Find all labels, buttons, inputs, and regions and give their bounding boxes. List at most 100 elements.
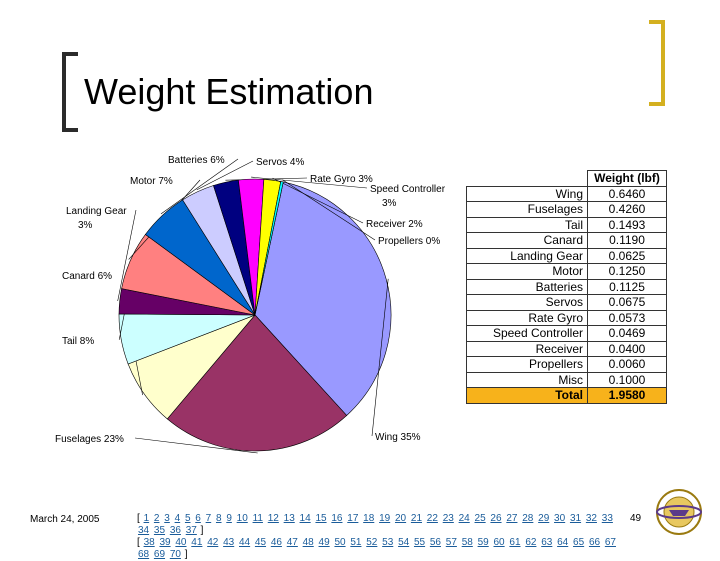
slide-link-7[interactable]: 7: [205, 513, 212, 524]
pie-leader-line: [371, 278, 389, 437]
slide-link-46[interactable]: 46: [270, 537, 282, 548]
slide-link-56[interactable]: 56: [429, 537, 441, 548]
slide-link-49[interactable]: 49: [318, 537, 330, 548]
slide-link-21[interactable]: 21: [410, 513, 423, 524]
slide-link-16[interactable]: 16: [331, 513, 343, 524]
slide-link-23[interactable]: 23: [442, 513, 454, 524]
component-weight: 0.0573: [587, 309, 667, 326]
slide-link-51[interactable]: 51: [350, 537, 362, 548]
table-row: Landing Gear 0.0625: [466, 247, 667, 264]
slide-link-39[interactable]: 39: [159, 537, 171, 548]
pie-label: Fuselages 23%: [55, 434, 124, 445]
slide-link-14[interactable]: 14: [299, 513, 311, 524]
slide-link-4[interactable]: 4: [174, 513, 181, 524]
slide-link-58[interactable]: 58: [461, 537, 473, 548]
pie-label: Receiver 2%: [366, 219, 423, 230]
slide-link-70[interactable]: 70: [169, 549, 181, 560]
slide-link-43[interactable]: 43: [223, 537, 235, 548]
slide-link-26[interactable]: 26: [490, 513, 502, 524]
slide-link-55[interactable]: 55: [413, 537, 426, 548]
slide-link-48[interactable]: 48: [302, 537, 314, 548]
slide-link-61[interactable]: 61: [509, 537, 521, 548]
slide-link-24[interactable]: 24: [458, 513, 470, 524]
slide-link-59[interactable]: 59: [477, 537, 489, 548]
slide-link-10[interactable]: 10: [236, 513, 248, 524]
component-name: Landing Gear: [466, 247, 588, 264]
slide-link-67[interactable]: 67: [604, 537, 616, 548]
slide-link-52[interactable]: 52: [366, 537, 378, 548]
slide-link-40[interactable]: 40: [175, 537, 187, 548]
slide-link-6[interactable]: 6: [195, 513, 201, 524]
slide-link-35[interactable]: 35: [153, 525, 166, 536]
slide-link-60[interactable]: 60: [493, 537, 505, 548]
slide-link-62[interactable]: 62: [525, 537, 537, 548]
university-seal-icon: [656, 489, 702, 535]
slide-link-3[interactable]: 3: [164, 513, 170, 524]
slide-link-38[interactable]: 38: [143, 537, 155, 548]
pie-label: Motor 7%: [130, 176, 173, 187]
slide-link-31[interactable]: 31: [569, 513, 582, 524]
pie-chart: Wing 35% Fuselages 23% Tail 8% Canard 6% Lan…: [55, 155, 446, 454]
slide-link-64[interactable]: 64: [557, 537, 569, 548]
slide-link-47[interactable]: 47: [286, 537, 298, 548]
slide-link-22[interactable]: 22: [426, 513, 438, 524]
pie-slice-wing: [254, 181, 392, 416]
slide-link-44[interactable]: 44: [239, 537, 251, 548]
component-name: Misc: [466, 371, 588, 388]
pie-label: Canard 6%: [62, 271, 112, 282]
table-header-row: Weight (lbf): [467, 170, 667, 187]
page-number: 49: [630, 513, 642, 524]
slide-link-66[interactable]: 66: [588, 537, 601, 548]
slide-link-13[interactable]: 13: [283, 513, 295, 524]
slide-link-53[interactable]: 53: [382, 537, 394, 548]
component-name: Wing: [466, 185, 588, 202]
slide-link-57[interactable]: 57: [445, 537, 457, 548]
pie-leader-line: [196, 160, 254, 191]
slide-link-2[interactable]: 2: [153, 513, 160, 524]
slide-link-30[interactable]: 30: [554, 513, 566, 524]
slide-link-15[interactable]: 15: [315, 513, 327, 524]
slide-link-17[interactable]: 17: [347, 513, 359, 524]
slide-link-32[interactable]: 32: [585, 513, 597, 524]
component-name: Propellers: [466, 356, 588, 373]
component-name: Tail: [466, 216, 588, 233]
component-weight: 0.4260: [587, 201, 667, 218]
component-weight: 0.1000: [587, 371, 667, 388]
slide-link-42[interactable]: 42: [207, 537, 219, 548]
slide-link-1[interactable]: 1: [143, 513, 150, 524]
table-row: Canard 0.1190: [466, 232, 667, 249]
slide-link-11[interactable]: 11: [252, 513, 263, 524]
slide-link-8[interactable]: 8: [215, 513, 222, 524]
slide-link-37[interactable]: 37: [185, 525, 197, 536]
slide-link-50[interactable]: 50: [334, 537, 346, 548]
slide-link-68[interactable]: 68: [138, 549, 150, 560]
slide-link-54[interactable]: 54: [398, 537, 410, 548]
slide-link-19[interactable]: 19: [379, 513, 391, 524]
slide-link-63[interactable]: 63: [541, 537, 553, 548]
slide-link-9[interactable]: 9: [226, 513, 232, 524]
pie-label: Tail 8%: [62, 336, 94, 347]
right-bracket-decoration: [649, 20, 665, 106]
table-row: Motor 0.1250: [466, 263, 667, 280]
slide-link-69[interactable]: 69: [153, 549, 166, 560]
table-row: Tail 0.1493: [466, 216, 667, 233]
pie-leader-line: [117, 209, 137, 302]
slide-link-12[interactable]: 12: [267, 513, 279, 524]
pie-label: Servos 4%: [256, 157, 304, 168]
slide-link-33[interactable]: 33: [601, 513, 613, 524]
slide-link-41[interactable]: 41: [191, 537, 203, 548]
slide-link-28[interactable]: 28: [522, 513, 534, 524]
slide-link-34[interactable]: 34: [138, 525, 150, 536]
slide-link-29[interactable]: 29: [538, 513, 550, 524]
slide-link-27[interactable]: 27: [506, 513, 518, 524]
slide-link-65[interactable]: 65: [573, 537, 585, 548]
slide-link-45[interactable]: 45: [254, 537, 267, 548]
slide-link-25[interactable]: 25: [474, 513, 486, 524]
component-weight: 0.1493: [587, 216, 667, 233]
slide-link-5[interactable]: 5: [184, 513, 191, 524]
slide-link-36[interactable]: 36: [169, 525, 181, 536]
slide-link-18[interactable]: 18: [363, 513, 375, 524]
pie-leader-line: [282, 179, 376, 241]
pie-leader-line: [251, 176, 368, 189]
slide-link-20[interactable]: 20: [394, 513, 407, 524]
